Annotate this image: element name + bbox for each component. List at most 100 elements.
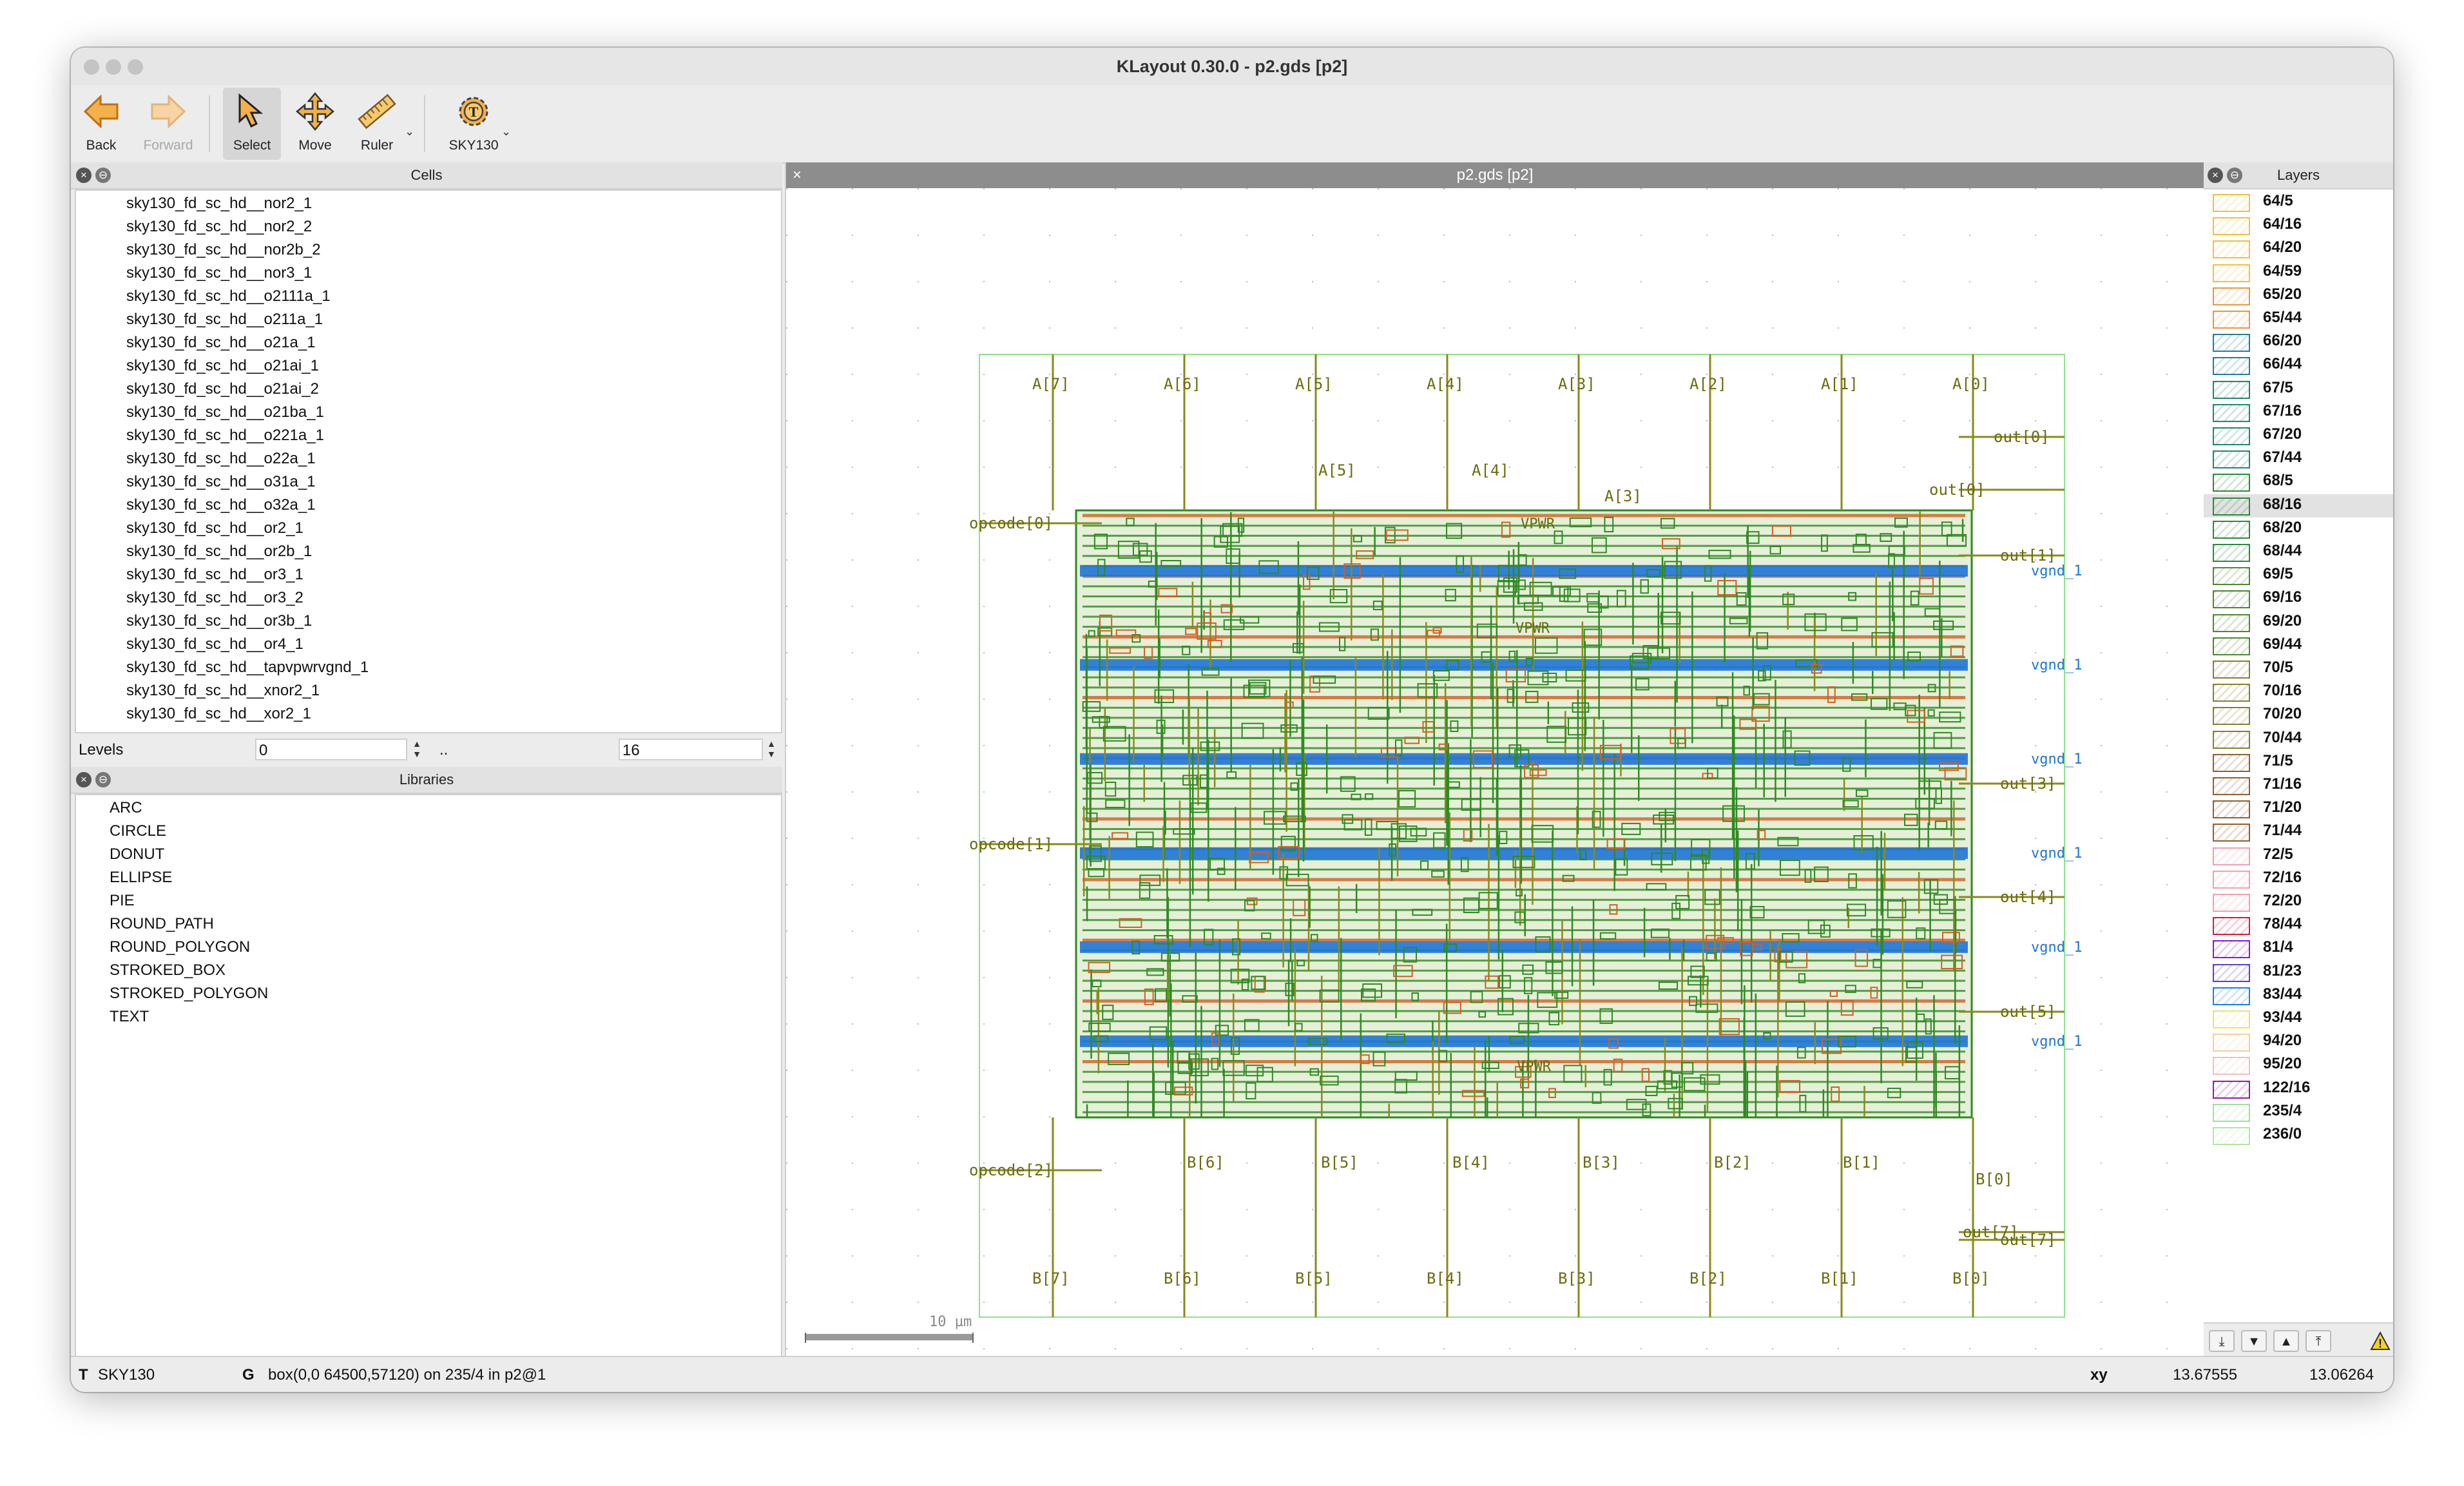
- layer-row[interactable]: 71/16: [2204, 774, 2393, 797]
- layer-row[interactable]: 93/44: [2204, 1007, 2393, 1030]
- layer-row[interactable]: 67/20: [2204, 424, 2393, 447]
- cell-item[interactable]: sky130_fd_sc_hd__o211a_1: [126, 311, 323, 328]
- forward-button[interactable]: Forward: [139, 88, 197, 160]
- cell-item[interactable]: sky130_fd_sc_hd__o221a_1: [126, 427, 324, 444]
- cell-item[interactable]: sky130_fd_sc_hd__xor2_1: [126, 705, 311, 722]
- layer-row[interactable]: 67/16: [2204, 401, 2393, 424]
- cell-item[interactable]: sky130_fd_sc_hd__or3_2: [126, 589, 303, 606]
- library-item[interactable]: ELLIPSE: [110, 869, 173, 886]
- ruler-dropdown-chevron-icon[interactable]: ⌄: [405, 125, 415, 138]
- layer-row[interactable]: 64/5: [2204, 191, 2393, 214]
- cell-item[interactable]: sky130_fd_sc_hd__o21ba_1: [126, 403, 324, 421]
- layer-row[interactable]: 235/4: [2204, 1101, 2393, 1124]
- close-tab-icon[interactable]: ×: [793, 166, 802, 184]
- layer-row[interactable]: 64/16: [2204, 214, 2393, 237]
- levels-max-input[interactable]: 16: [619, 738, 763, 760]
- move-layer-down-icon[interactable]: ▼: [2241, 1330, 2267, 1352]
- layer-row[interactable]: 68/20: [2204, 517, 2393, 541]
- levels-min-stepper-icon[interactable]: ▲ ▼: [412, 738, 421, 759]
- cell-item[interactable]: sky130_fd_sc_hd__o21ai_2: [126, 380, 319, 398]
- cell-item[interactable]: sky130_fd_sc_hd__xnor2_1: [126, 682, 320, 699]
- cell-item[interactable]: sky130_fd_sc_hd__nor3_1: [126, 264, 313, 282]
- levels-min-input[interactable]: 0: [255, 738, 407, 760]
- layers-list[interactable]: 64/5 64/16 64/20 64/59 65/20 65/44 66/20 66/44 6…: [2204, 191, 2393, 1318]
- library-item[interactable]: ROUND_POLYGON: [110, 938, 251, 956]
- layer-row[interactable]: 69/16: [2204, 587, 2393, 610]
- layer-row[interactable]: 70/44: [2204, 728, 2393, 751]
- layer-row[interactable]: 68/16: [2204, 494, 2393, 517]
- layer-row[interactable]: 94/20: [2204, 1030, 2393, 1054]
- cell-item[interactable]: sky130_fd_sc_hd__o2111a_1: [126, 287, 331, 305]
- technology-button[interactable]: T SKY130: [438, 88, 509, 160]
- library-item[interactable]: STROKED_POLYGON: [110, 985, 269, 1002]
- zoom-window-button[interactable]: [128, 59, 143, 75]
- cells-float-icon[interactable]: ⊖: [95, 168, 111, 183]
- cell-item[interactable]: sky130_fd_sc_hd__nor2_2: [126, 218, 313, 235]
- layer-row[interactable]: 66/20: [2204, 331, 2393, 354]
- layer-row[interactable]: 66/44: [2204, 354, 2393, 377]
- technology-dropdown-chevron-icon[interactable]: ⌄: [501, 125, 512, 138]
- layout-tab[interactable]: × p2.gds [p2]: [786, 162, 2204, 188]
- library-item[interactable]: TEXT: [110, 1008, 149, 1025]
- cell-item[interactable]: sky130_fd_sc_hd__or2b_1: [126, 543, 313, 560]
- cell-item[interactable]: sky130_fd_sc_hd__or2_1: [126, 519, 303, 537]
- layer-row[interactable]: 67/5: [2204, 378, 2393, 401]
- cell-item[interactable]: sky130_fd_sc_hd__nor2_1: [126, 195, 313, 212]
- layer-row[interactable]: 81/23: [2204, 961, 2393, 984]
- library-item[interactable]: DONUT: [110, 845, 165, 863]
- layer-row[interactable]: 64/20: [2204, 237, 2393, 260]
- layer-row[interactable]: 71/5: [2204, 751, 2393, 774]
- warning-icon[interactable]: !: [2370, 1331, 2391, 1351]
- cell-item[interactable]: sky130_fd_sc_hd__o21ai_1: [126, 357, 319, 374]
- move-layer-bottom-icon[interactable]: ⤓: [2209, 1330, 2235, 1352]
- layer-row[interactable]: 70/16: [2204, 680, 2393, 704]
- layer-row[interactable]: 72/20: [2204, 891, 2393, 914]
- layer-row[interactable]: 72/16: [2204, 867, 2393, 891]
- back-button[interactable]: Back: [72, 88, 130, 160]
- libraries-float-icon[interactable]: ⊖: [95, 772, 111, 787]
- cell-item[interactable]: sky130_fd_sc_hd__o22a_1: [126, 450, 316, 467]
- close-window-button[interactable]: [84, 59, 99, 75]
- layer-row[interactable]: 78/44: [2204, 914, 2393, 937]
- cell-item[interactable]: sky130_fd_sc_hd__tapvpwrvgnd_1: [126, 659, 369, 676]
- cell-item[interactable]: sky130_fd_sc_hd__or3b_1: [126, 612, 313, 630]
- layer-row[interactable]: 72/5: [2204, 844, 2393, 867]
- layer-row[interactable]: 70/20: [2204, 704, 2393, 727]
- layout-canvas[interactable]: × p2.gds [p2] A[7] A[6] A[5] A[4] A[3] A[2] A[…: [785, 162, 2205, 1356]
- layer-row[interactable]: 65/20: [2204, 284, 2393, 307]
- cell-item[interactable]: sky130_fd_sc_hd__o21a_1: [126, 334, 316, 351]
- library-item[interactable]: ROUND_PATH: [110, 915, 214, 932]
- cells-tree[interactable]: sky130_fd_sc_hd__nor2_1 sky130_fd_sc_hd__…: [75, 189, 782, 733]
- layer-row[interactable]: 81/4: [2204, 937, 2393, 960]
- libraries-close-icon[interactable]: ×: [76, 772, 91, 787]
- libraries-tree[interactable]: ARC CIRCLE DONUT ELLIPSE PIE ROUND_PATH ROUND_…: [75, 794, 782, 1357]
- layer-row[interactable]: 83/44: [2204, 984, 2393, 1007]
- layer-row[interactable]: 71/20: [2204, 797, 2393, 820]
- layer-row[interactable]: 67/44: [2204, 447, 2393, 470]
- select-button[interactable]: Select: [223, 88, 281, 160]
- move-button[interactable]: Move: [286, 88, 344, 160]
- minimize-window-button[interactable]: [106, 59, 121, 75]
- cell-item[interactable]: sky130_fd_sc_hd__or4_1: [126, 635, 303, 653]
- layers-close-icon[interactable]: ×: [2208, 168, 2223, 183]
- library-item[interactable]: ARC: [110, 799, 142, 816]
- layer-row[interactable]: 65/44: [2204, 307, 2393, 331]
- layer-row[interactable]: 122/16: [2204, 1077, 2393, 1101]
- cells-close-icon[interactable]: ×: [76, 168, 91, 183]
- layer-row[interactable]: 69/44: [2204, 634, 2393, 657]
- layer-row[interactable]: 95/20: [2204, 1054, 2393, 1077]
- cell-item[interactable]: sky130_fd_sc_hd__o31a_1: [126, 473, 316, 490]
- cell-item[interactable]: sky130_fd_sc_hd__o32a_1: [126, 496, 316, 514]
- layer-row[interactable]: 68/44: [2204, 541, 2393, 564]
- library-item[interactable]: PIE: [110, 892, 135, 909]
- move-layer-top-icon[interactable]: ⤒: [2305, 1330, 2331, 1352]
- layer-row[interactable]: 64/59: [2204, 261, 2393, 284]
- move-layer-up-icon[interactable]: ▲: [2273, 1330, 2299, 1352]
- layer-row[interactable]: 71/44: [2204, 820, 2393, 844]
- layers-float-icon[interactable]: ⊖: [2227, 168, 2242, 183]
- layout-drawing[interactable]: A[7] A[6] A[5] A[4] A[3] A[2] A[1] A[0] B[7] B[6]…: [786, 188, 2204, 1356]
- cell-item[interactable]: sky130_fd_sc_hd__or3_1: [126, 566, 303, 583]
- library-item[interactable]: STROKED_BOX: [110, 961, 226, 979]
- layer-row[interactable]: 236/0: [2204, 1124, 2393, 1147]
- library-item[interactable]: CIRCLE: [110, 822, 167, 840]
